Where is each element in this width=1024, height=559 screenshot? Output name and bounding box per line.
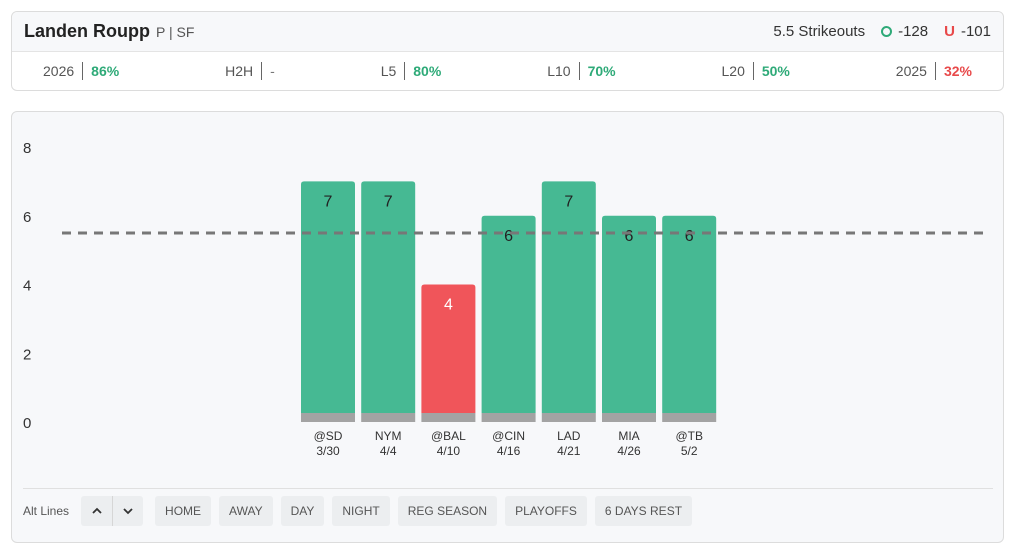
bar-value-label: 4 xyxy=(444,297,453,314)
stat-divider xyxy=(261,62,263,80)
y-tick-label: 8 xyxy=(23,140,31,157)
x-tick-label: NYM xyxy=(375,429,402,443)
filter-away-button[interactable]: AWAY xyxy=(219,495,273,526)
filter-night-button[interactable]: NIGHT xyxy=(332,495,390,526)
bar-value-label: 6 xyxy=(625,228,634,245)
stat-label: L20 xyxy=(721,63,745,79)
bar-base xyxy=(662,413,717,422)
prop-line-label: 5.5 Strikeouts xyxy=(773,23,866,40)
filter-rest-button[interactable]: 6 DAYS REST xyxy=(594,495,693,526)
under-odds[interactable]: U -101 xyxy=(944,23,991,40)
stat-value: 86% xyxy=(91,63,120,79)
prop-line: 5.5 Strikeouts -128 U -101 xyxy=(773,23,991,40)
x-tick-label: @SD xyxy=(314,429,343,443)
stat-value: 70% xyxy=(587,63,616,79)
bar xyxy=(421,284,476,413)
stat-l5[interactable]: L5 80% xyxy=(380,62,442,80)
stat-label: H2H xyxy=(225,63,254,79)
stat-divider xyxy=(404,62,406,80)
bar xyxy=(541,181,596,413)
stat-l20[interactable]: L20 50% xyxy=(722,62,790,80)
bar-base xyxy=(602,413,656,422)
x-tick-label: LAD xyxy=(557,429,581,443)
bar-base xyxy=(481,413,536,422)
over-odds[interactable]: -128 xyxy=(881,23,928,40)
x-tick-date: 4/10 xyxy=(437,444,461,458)
stat-label: L10 xyxy=(547,63,571,79)
stat-value: 50% xyxy=(761,63,790,79)
x-tick-label: MIA xyxy=(618,429,639,443)
x-tick-date: 4/16 xyxy=(497,444,521,458)
stat-l10[interactable]: L10 70% xyxy=(547,62,616,80)
stat-label: L5 xyxy=(380,63,397,79)
player-name[interactable]: Landen Roupp xyxy=(24,21,150,41)
bar-value-label: 6 xyxy=(504,228,513,245)
under-odds-value: -101 xyxy=(960,23,991,40)
x-tick-date: 4/4 xyxy=(380,444,397,458)
alt-line-down-button[interactable] xyxy=(112,495,144,526)
bar-base xyxy=(421,413,476,422)
bar-value-label: 7 xyxy=(384,193,393,210)
chart-card: 0 2 4 6 8 7 @SD 3/30 7 NYM 4/4 4 @BAL 4/10 6 @CIN 4/16 7 L… xyxy=(11,111,1004,543)
over-odds-value: -128 xyxy=(898,23,929,40)
bar xyxy=(662,215,717,413)
over-circle-icon xyxy=(881,26,893,37)
hit-rate-row: 2026 86% H2H - L5 80% L10 70% L20 50% 20… xyxy=(12,52,1003,90)
stat-divider xyxy=(934,62,936,80)
stat-label: 2025 xyxy=(895,63,927,79)
filter-bar: Alt Lines HOME AWAY DAY NIGHT REG SEASON… xyxy=(23,488,993,532)
bar-base xyxy=(541,413,596,422)
x-tick-label: @BAL xyxy=(431,429,466,443)
filter-day-button[interactable]: DAY xyxy=(280,495,325,526)
stat-2025[interactable]: 2025 32% xyxy=(896,62,972,80)
chevron-down-icon xyxy=(123,507,133,514)
stat-value: 32% xyxy=(943,63,972,79)
stat-divider xyxy=(752,62,754,80)
alt-lines-stepper xyxy=(81,495,144,526)
x-tick-date: 5/2 xyxy=(681,444,698,458)
y-tick-label: 6 xyxy=(23,209,31,226)
stat-h2h[interactable]: H2H - xyxy=(225,62,275,80)
filter-home-button[interactable]: HOME xyxy=(155,495,212,526)
bar-value-label: 6 xyxy=(685,228,694,245)
chevron-up-icon xyxy=(91,507,102,514)
alt-lines-label: Alt Lines xyxy=(23,503,70,518)
bar-base xyxy=(361,413,416,422)
bar xyxy=(481,215,536,413)
bar xyxy=(602,215,656,413)
bar-base xyxy=(301,413,355,422)
stat-divider xyxy=(578,62,580,80)
under-mark: U xyxy=(944,23,955,40)
bar xyxy=(361,181,416,413)
y-tick-label: 0 xyxy=(23,415,31,432)
x-tick-date: 4/26 xyxy=(617,444,641,458)
stat-divider xyxy=(82,62,84,80)
player-header: Landen Roupp P | SF 5.5 Strikeouts -128 … xyxy=(12,12,1003,52)
filter-playoffs-button[interactable]: PLAYOFFS xyxy=(505,495,587,526)
stat-label: 2026 xyxy=(43,63,75,79)
filter-reg-season-button[interactable]: REG SEASON xyxy=(397,495,498,526)
x-tick-date: 3/30 xyxy=(316,444,340,458)
x-tick-date: 4/21 xyxy=(557,444,581,458)
x-tick-label: @CIN xyxy=(492,429,525,443)
y-tick-label: 4 xyxy=(23,278,31,295)
stat-2026[interactable]: 2026 86% xyxy=(43,62,119,80)
player-card: Landen Roupp P | SF 5.5 Strikeouts -128 … xyxy=(11,11,1004,91)
stat-value: - xyxy=(270,63,275,79)
x-tick-label: @TB xyxy=(675,429,703,443)
alt-line-up-button[interactable] xyxy=(81,495,113,526)
y-tick-label: 2 xyxy=(23,346,31,363)
player-meta: P | SF xyxy=(155,23,195,40)
stat-value: 80% xyxy=(413,63,442,79)
bar-value-label: 7 xyxy=(564,193,573,210)
bar-value-label: 7 xyxy=(324,193,333,210)
bar xyxy=(301,181,355,413)
